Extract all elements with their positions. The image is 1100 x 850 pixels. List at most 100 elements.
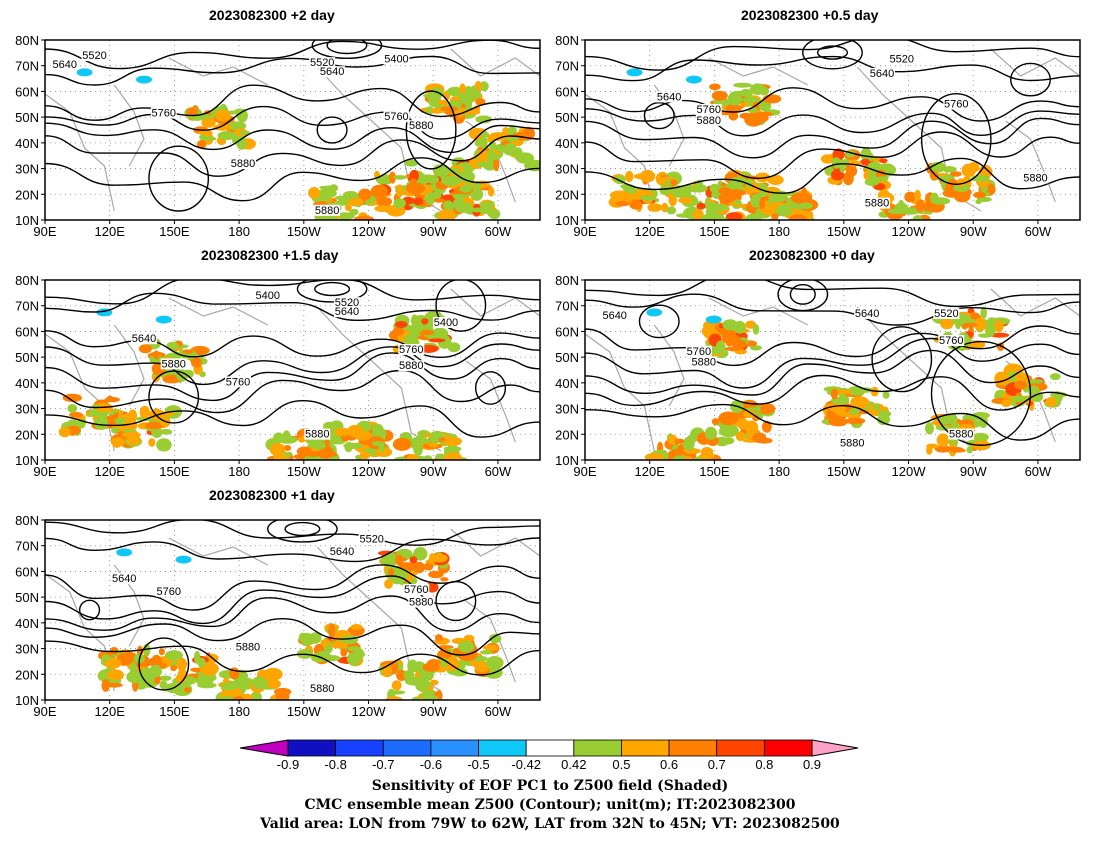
contour-line: [45, 617, 540, 656]
shade-patch: [950, 171, 962, 177]
shade-patch: [348, 652, 366, 658]
shade-patch: [968, 161, 980, 173]
shade-patch: [335, 212, 355, 220]
lat-label: 40N: [15, 616, 39, 631]
shade-patch: [1013, 380, 1028, 390]
shade-patch: [474, 139, 482, 147]
shade-patch: [733, 82, 752, 88]
contour-loop: [405, 90, 457, 170]
contour-label-bg: [309, 57, 336, 69]
shade-patch: [273, 462, 282, 475]
shade-patch: [685, 75, 702, 84]
shade-patch: [788, 214, 808, 220]
contour-loop: [930, 340, 1032, 446]
shade-patch: [123, 418, 138, 432]
contour-label: 5880: [399, 360, 423, 372]
contour-label: 5640: [602, 310, 626, 322]
shade-patch: [437, 335, 452, 349]
shade-patch: [994, 371, 1008, 386]
shade-patch: [438, 437, 446, 442]
shade-patch: [678, 197, 693, 204]
shade-patch: [303, 455, 323, 460]
shade-patch: [726, 189, 746, 197]
shade-patch: [629, 199, 643, 210]
shade-patch: [301, 632, 313, 647]
shade-patch: [352, 428, 361, 435]
contour-label: 5520: [310, 57, 334, 69]
lon-label: 150W: [287, 704, 322, 719]
contour-label-bg: [309, 683, 336, 694]
map-panel: 5520564056405760588057605880588080N70N60…: [555, 33, 1081, 239]
contour-label-bg: [314, 204, 341, 216]
lat-label: 20N: [15, 427, 39, 442]
colorbar-box: [525, 739, 575, 757]
shade-patch: [317, 192, 330, 204]
lon-label: 60W: [485, 464, 512, 479]
shade-patch: [347, 646, 361, 652]
contour-label: 5760: [157, 586, 181, 598]
shade-patch: [425, 192, 436, 205]
coastline: [990, 288, 1080, 317]
coastline: [168, 537, 269, 566]
contour-label-bg: [398, 360, 425, 372]
lat-label: 40N: [15, 376, 39, 391]
shade-patch: [1050, 373, 1061, 381]
shade-patch: [459, 83, 466, 96]
shade-patch: [485, 656, 504, 670]
lat-label: 70N: [15, 299, 39, 314]
contour-label-bg: [864, 197, 891, 209]
lon-label: 120W: [892, 224, 927, 239]
shade-patch: [422, 662, 440, 672]
panel-title: 2023082300 +0 day: [749, 247, 875, 263]
shade-patch: [725, 212, 743, 220]
shade-patch: [126, 670, 144, 684]
shade-patch: [455, 202, 474, 213]
contour-label: 5760: [226, 376, 250, 388]
lat-label: 50N: [15, 350, 39, 365]
shade-patch: [158, 648, 165, 656]
contour-label-bg: [938, 335, 965, 346]
shade-patch: [828, 403, 847, 413]
lat-label: 80N: [555, 33, 579, 48]
lat-label: 60N: [555, 324, 579, 339]
coastline: [653, 324, 685, 407]
shade-patch: [182, 349, 194, 354]
shade-patch: [251, 676, 266, 690]
shade-patch: [440, 106, 459, 112]
shade-patch: [949, 414, 958, 426]
lat-label: 10N: [15, 693, 39, 708]
contour-loop: [148, 145, 210, 212]
shade-patch: [463, 634, 475, 642]
z500-contours: [45, 520, 540, 691]
shade-patch: [479, 650, 493, 655]
gridlines: [585, 40, 1080, 220]
contour-line: [45, 564, 540, 611]
lon-label: 60W: [1025, 224, 1052, 239]
contour-label-bg: [1022, 172, 1049, 184]
shade-patch: [429, 679, 439, 686]
shade-patch: [101, 679, 110, 692]
lon-label: 60W: [485, 704, 512, 719]
contour-line: [585, 403, 1080, 441]
contour-label: 5760: [152, 108, 176, 120]
contour-line: [585, 325, 1080, 367]
contour-label-bg: [601, 309, 628, 321]
shade-patch: [177, 684, 184, 692]
colorbar-box: [430, 739, 479, 757]
colorbar-tick-label: 0.42: [561, 757, 586, 770]
lon-label: 150W: [287, 464, 322, 479]
shade-patch: [183, 369, 194, 379]
shade-patch: [974, 318, 987, 331]
lon-label: 180: [228, 464, 250, 479]
shade-patch: [122, 431, 141, 439]
coastline: [465, 360, 516, 443]
shade-patch: [925, 422, 934, 435]
lon-label: 90E: [33, 704, 56, 719]
shade-patch: [449, 167, 460, 175]
lon-label: 60W: [1025, 464, 1052, 479]
shade-patch: [324, 214, 338, 220]
shade-patch: [148, 438, 156, 447]
shade-patch: [256, 702, 270, 715]
shade-patch: [962, 322, 978, 327]
